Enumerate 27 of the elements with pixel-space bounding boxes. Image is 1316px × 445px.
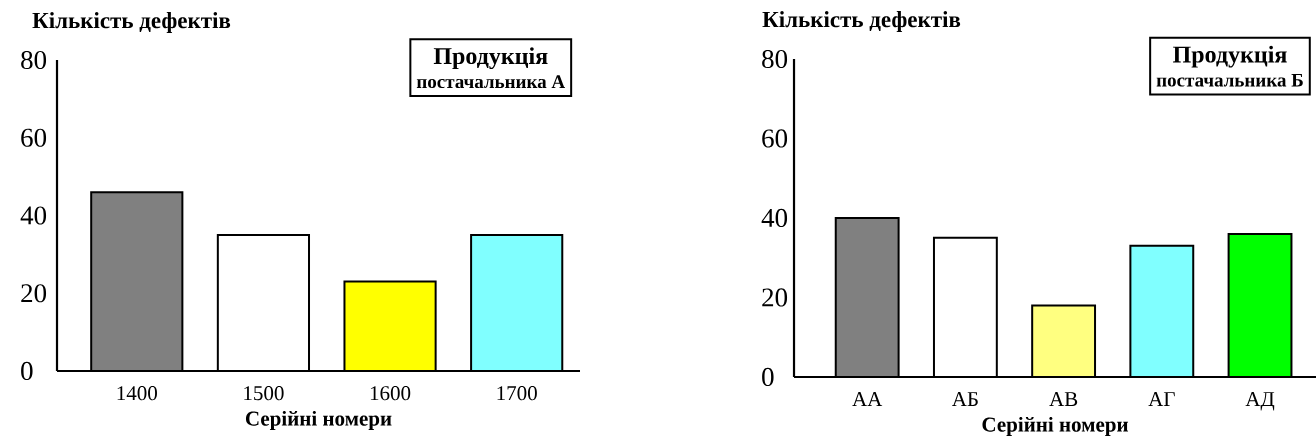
annotation: постачальника Б (1156, 73, 1303, 87)
x-tick-label: АД (1245, 392, 1275, 411)
x-tick-label: АГ (1148, 392, 1175, 406)
y-tick-label: 0 (21, 361, 33, 381)
y-tick-label: 40 (20, 206, 47, 225)
x-tick-label: 1600 (370, 386, 411, 401)
x-tick-label: АВ (1049, 392, 1078, 406)
x-axis-title: Серійні номери (982, 416, 1129, 436)
y-tick-label: 0 (762, 367, 774, 387)
y-tick-label: 40 (761, 208, 788, 228)
y-tick-label: 80 (762, 49, 788, 69)
annotation: постачальника А (416, 75, 565, 89)
y-tick-label: 20 (21, 284, 47, 303)
y-axis-title: Кількість дефектів (762, 11, 961, 32)
y-tick-label: 80 (21, 50, 47, 70)
y-axis-title: Кількість дефектів (32, 12, 231, 33)
x-tick-label: 1400 (117, 386, 157, 401)
x-tick-label: 1500 (244, 386, 284, 401)
y-tick-label: 60 (21, 128, 47, 147)
x-axis-title: Серійні номери (245, 410, 392, 430)
x-tick-label: АБ (952, 392, 978, 406)
x-tick-label: 1700 (497, 386, 537, 401)
y-tick-label: 20 (762, 288, 788, 307)
y-tick-label: 60 (762, 129, 788, 148)
annotation: Продукція (1173, 45, 1287, 68)
annotation: Продукція (433, 47, 548, 70)
x-tick-label: АА (852, 392, 883, 406)
